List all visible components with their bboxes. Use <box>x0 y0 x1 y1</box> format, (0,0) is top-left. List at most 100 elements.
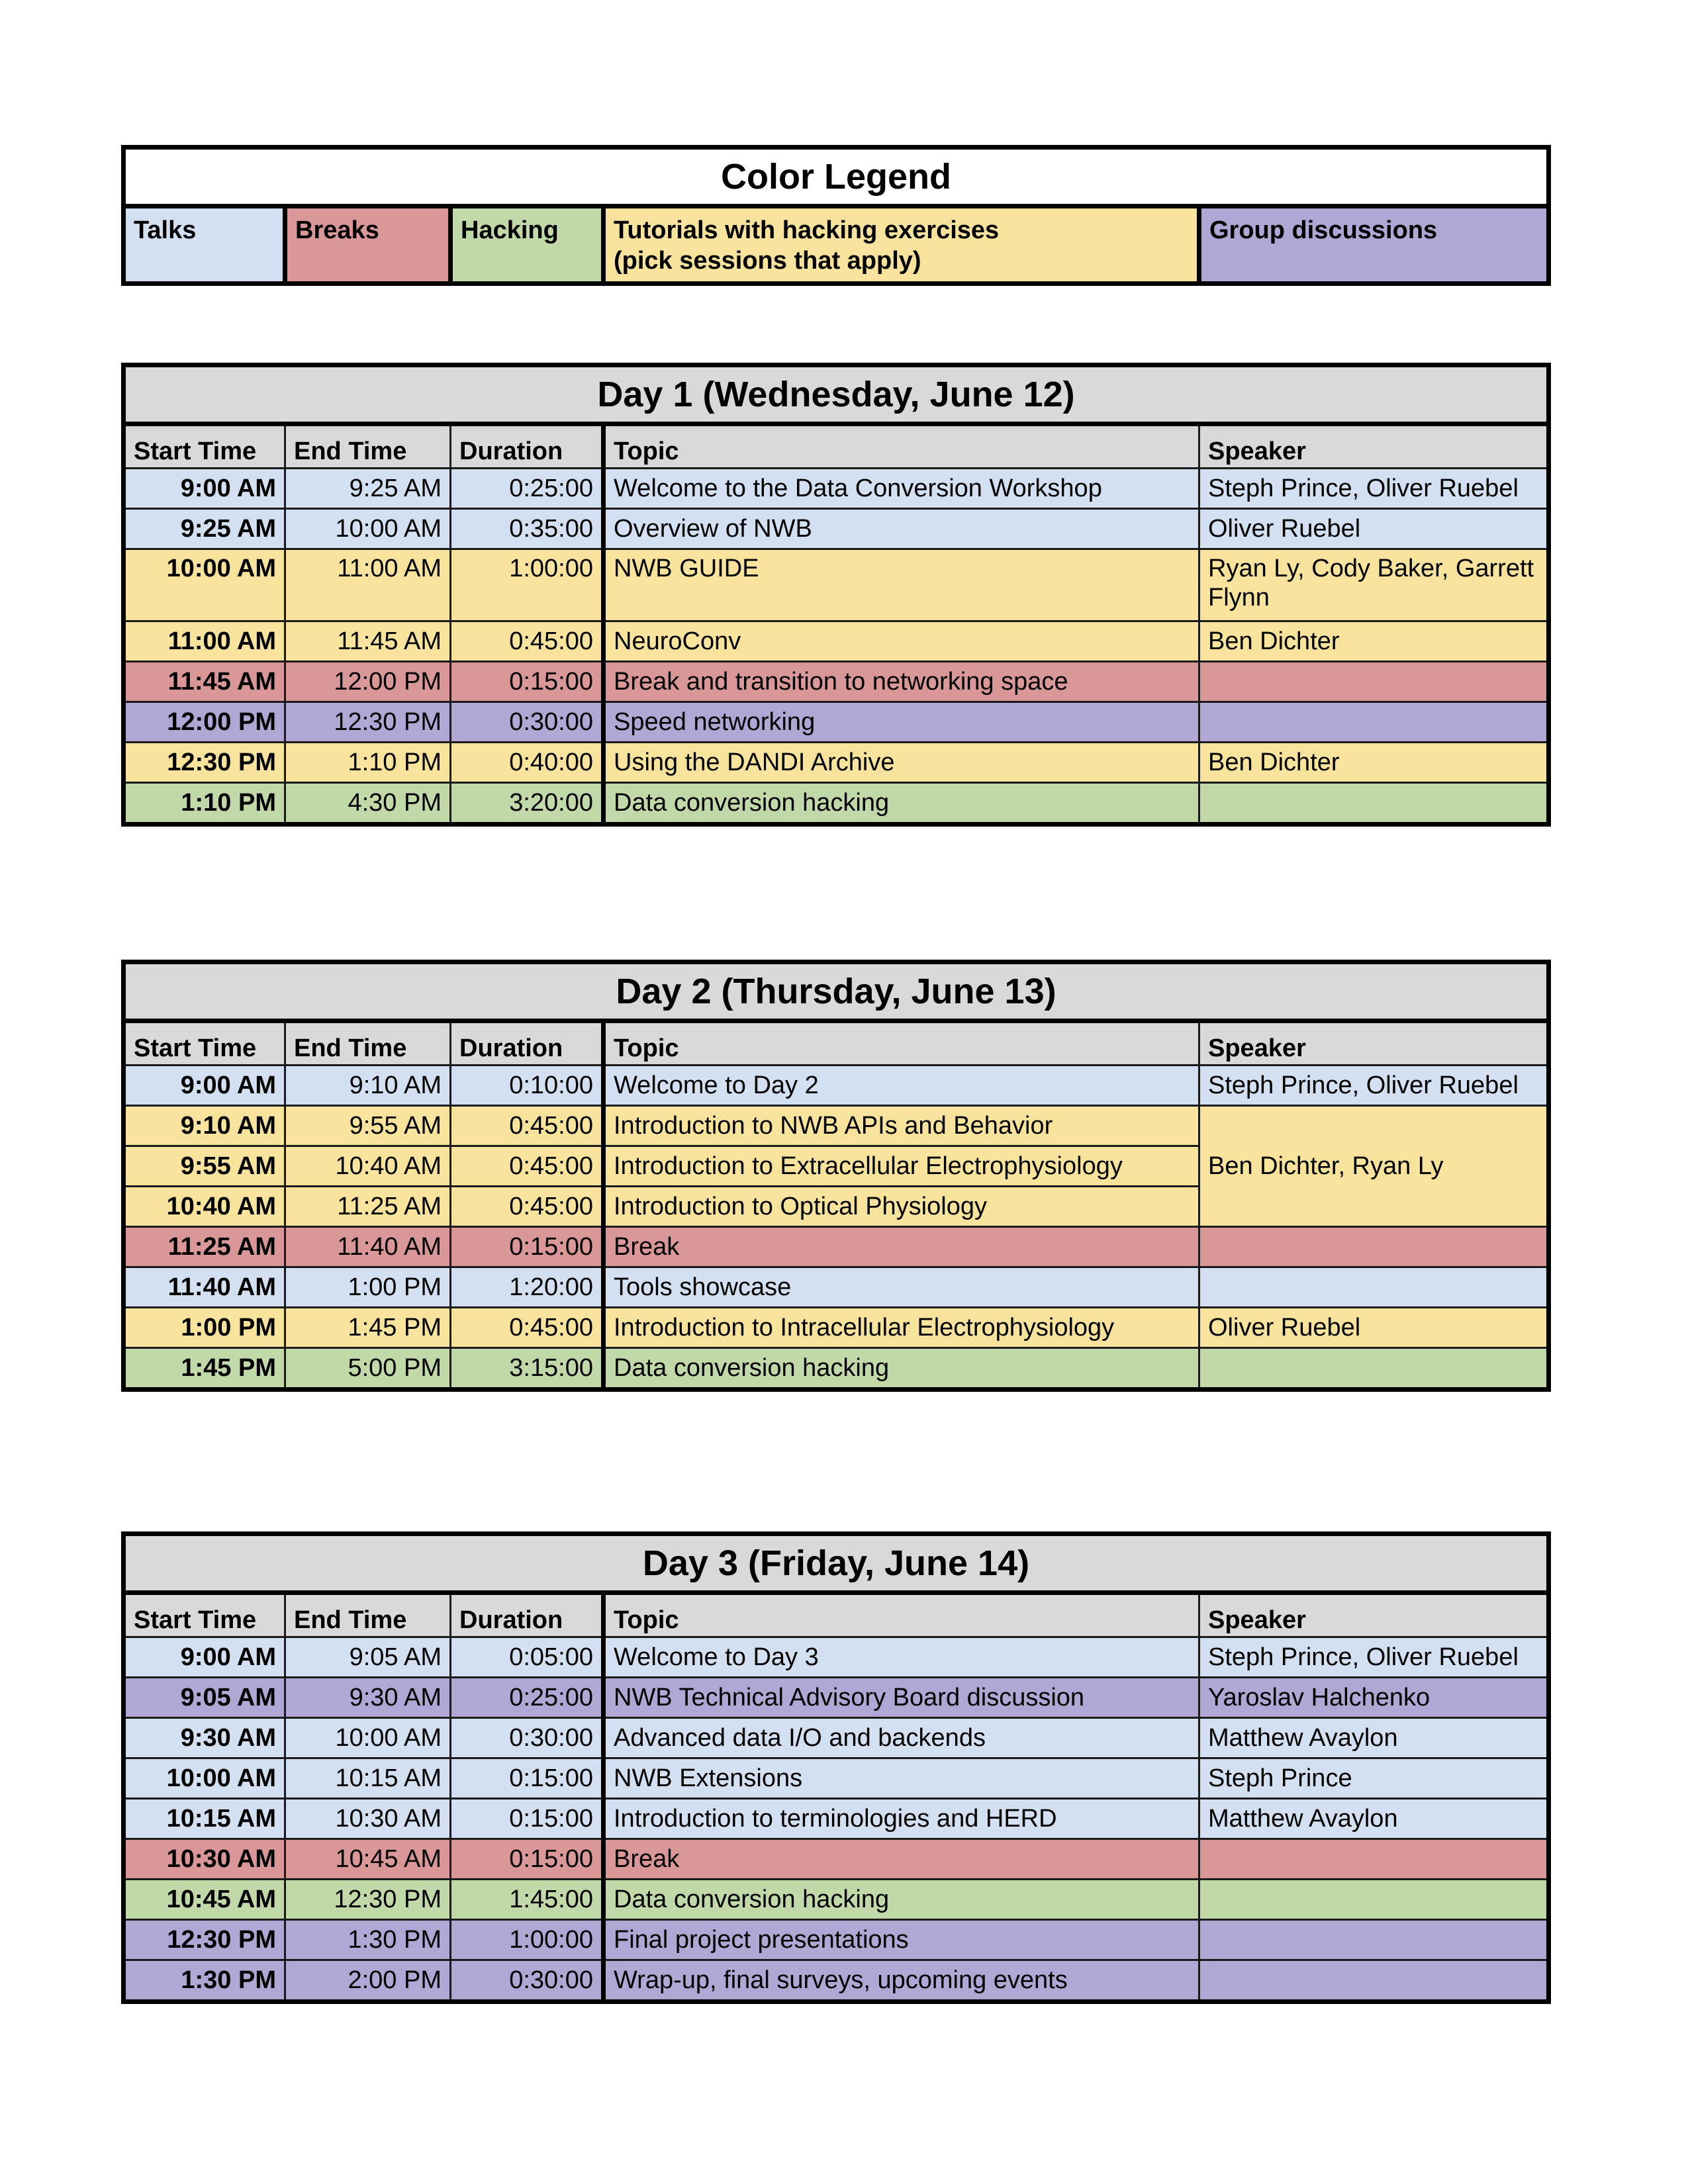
end-cell: 12:30 PM <box>284 1878 451 1921</box>
end-cell: 1:00 PM <box>284 1266 451 1308</box>
column-header: Duration <box>449 1592 606 1638</box>
speaker-cell: Yaroslav Halchenko <box>1198 1676 1550 1719</box>
start-cell: 1:00 PM <box>122 1306 286 1349</box>
column-header: End Time <box>284 1020 451 1066</box>
schedule-row: 12:00 PM 12:30 PM 0:30:00 Speed networking <box>122 701 1550 743</box>
duration-cell: 0:45:00 <box>449 620 606 662</box>
end-cell: 10:00 AM <box>284 1717 451 1759</box>
schedule-row: 9:00 AM 9:10 AM 0:10:00 Welcome to Day 2 Ste… <box>122 1064 1550 1107</box>
end-cell: 10:40 AM <box>284 1145 451 1187</box>
start-cell: 12:30 PM <box>122 741 286 784</box>
start-cell: 9:00 AM <box>122 1064 286 1107</box>
duration-cell: 0:30:00 <box>449 1959 606 2003</box>
day-2-schedule-table: Day 2 (Thursday, June 13) Start Time End T… <box>121 960 1551 1392</box>
duration-cell: 0:35:00 <box>449 508 606 550</box>
end-cell: 11:40 AM <box>284 1226 451 1268</box>
speaker-cell <box>1198 1347 1550 1390</box>
end-cell: 1:10 PM <box>284 741 451 784</box>
start-cell: 12:30 PM <box>122 1919 286 1961</box>
duration-cell: 0:15:00 <box>449 1226 606 1268</box>
start-cell: 9:55 AM <box>122 1145 286 1187</box>
speaker-cell <box>1198 1838 1550 1880</box>
end-cell: 9:30 AM <box>284 1676 451 1719</box>
end-cell: 1:30 PM <box>284 1919 451 1961</box>
schedule-row: 9:25 AM 10:00 AM 0:35:00 Overview of NWB Oli… <box>122 508 1550 550</box>
schedule-row: 12:30 PM 1:10 PM 0:40:00 Using the DANDI Ar… <box>122 741 1550 784</box>
topic-cell: Speed networking <box>602 701 1200 743</box>
end-cell: 12:00 PM <box>284 660 451 703</box>
start-cell: 9:00 AM <box>122 467 286 510</box>
column-header: Start Time <box>122 423 286 469</box>
topic-cell: NWB Extensions <box>602 1757 1200 1799</box>
speaker-cell: Steph Prince, Oliver Ruebel <box>1198 1064 1550 1107</box>
topic-cell: Welcome to Day 2 <box>602 1064 1200 1107</box>
topic-cell: Using the DANDI Archive <box>602 741 1200 784</box>
schedule-row: 10:40 AM 11:25 AM 0:45:00 Introduction to O… <box>122 1185 1549 1228</box>
column-header: Speaker <box>1198 1020 1550 1066</box>
speaker-cell: Ben Dichter <box>1198 620 1550 662</box>
topic-cell: Introduction to Optical Physiology <box>602 1185 1200 1228</box>
speaker-cell: Matthew Avaylon <box>1198 1717 1550 1759</box>
schedule-row: 10:00 AM 10:15 AM 0:15:00 NWB Extensions Ste… <box>122 1757 1550 1799</box>
end-cell: 9:05 AM <box>284 1636 451 1678</box>
topic-cell: Data conversion hacking <box>602 1878 1200 1921</box>
start-cell: 1:10 PM <box>122 782 286 825</box>
speaker-cell: Ben Dichter, Ryan Ly <box>1198 1105 1550 1228</box>
duration-cell: 0:40:00 <box>449 741 606 784</box>
day-3-schedule-table: Day 3 (Friday, June 14) Start Time End Tim… <box>121 1531 1551 2004</box>
topic-cell: Introduction to NWB APIs and Behavior <box>602 1105 1200 1147</box>
end-cell: 12:30 PM <box>284 701 451 743</box>
column-header-row: Start Time End Time Duration Topic Speaker <box>122 1592 1550 1638</box>
end-cell: 4:30 PM <box>284 782 451 825</box>
start-cell: 11:25 AM <box>122 1226 286 1268</box>
end-cell: 10:00 AM <box>284 508 451 550</box>
topic-cell: Tools showcase <box>602 1266 1200 1308</box>
topic-cell: Introduction to Extracellular Electrophy… <box>602 1145 1200 1187</box>
schedule-row: 9:00 AM 9:25 AM 0:25:00 Welcome to the Data… <box>122 467 1550 510</box>
start-cell: 1:30 PM <box>122 1959 286 2003</box>
speaker-cell <box>1198 1919 1550 1961</box>
duration-cell: 0:45:00 <box>449 1185 606 1228</box>
schedule-row: 1:10 PM 4:30 PM 3:20:00 Data conversion hac… <box>122 782 1550 825</box>
day-title: Day 3 (Friday, June 14) <box>122 1533 1550 1595</box>
end-cell: 11:25 AM <box>284 1185 451 1228</box>
start-cell: 9:00 AM <box>122 1636 286 1678</box>
start-cell: 10:45 AM <box>122 1878 286 1921</box>
duration-cell: 0:05:00 <box>449 1636 606 1678</box>
duration-cell: 0:45:00 <box>449 1306 606 1349</box>
topic-cell: Data conversion hacking <box>602 782 1200 825</box>
column-header: Start Time <box>122 1020 286 1066</box>
column-header: Topic <box>602 1592 1200 1638</box>
legend-title: Color Legend <box>122 146 1550 208</box>
topic-cell: NWB GUIDE <box>602 548 1200 622</box>
topic-cell: Break <box>602 1838 1200 1880</box>
start-cell: 9:05 AM <box>122 1676 286 1719</box>
legend-item-group: Group discussions <box>1198 205 1551 285</box>
column-header-row: Start Time End Time Duration Topic Speaker <box>122 423 1550 469</box>
column-header: Speaker <box>1198 1592 1550 1638</box>
topic-cell: Overview of NWB <box>602 508 1200 550</box>
schedule-row: 11:25 AM 11:40 AM 0:15:00 Break <box>122 1226 1550 1268</box>
duration-cell: 1:00:00 <box>449 1919 606 1961</box>
speaker-cell <box>1198 1959 1550 2003</box>
schedule-row: 10:30 AM 10:45 AM 0:15:00 Break <box>122 1838 1550 1880</box>
end-cell: 10:30 AM <box>284 1797 451 1840</box>
start-cell: 9:10 AM <box>122 1105 286 1147</box>
schedule-row: 12:30 PM 1:30 PM 1:00:00 Final project pres… <box>122 1919 1550 1961</box>
start-cell: 10:15 AM <box>122 1797 286 1840</box>
schedule-row: 9:55 AM 10:40 AM 0:45:00 Introduction to Ex… <box>122 1145 1549 1187</box>
schedule-row: 10:00 AM 11:00 AM 1:00:00 NWB GUIDE Ryan Ly,… <box>122 548 1550 622</box>
start-cell: 11:45 AM <box>122 660 286 703</box>
topic-cell: Introduction to Intracellular Electrophy… <box>602 1306 1200 1349</box>
column-header: Topic <box>602 423 1200 469</box>
column-header: Duration <box>449 423 606 469</box>
schedule-row: 1:00 PM 1:45 PM 0:45:00 Introduction to Int… <box>122 1306 1550 1349</box>
topic-cell: Final project presentations <box>602 1919 1200 1961</box>
start-cell: 10:00 AM <box>122 548 286 622</box>
speaker-cell: Matthew Avaylon <box>1198 1797 1550 1840</box>
legend-item-break: Breaks <box>284 205 453 285</box>
start-cell: 10:00 AM <box>122 1757 286 1799</box>
duration-cell: 0:15:00 <box>449 1797 606 1840</box>
schedule-row: 10:15 AM 10:30 AM 0:15:00 Introduction to t… <box>122 1797 1550 1840</box>
schedule-row: 1:45 PM 5:00 PM 3:15:00 Data conversion hac… <box>122 1347 1550 1390</box>
